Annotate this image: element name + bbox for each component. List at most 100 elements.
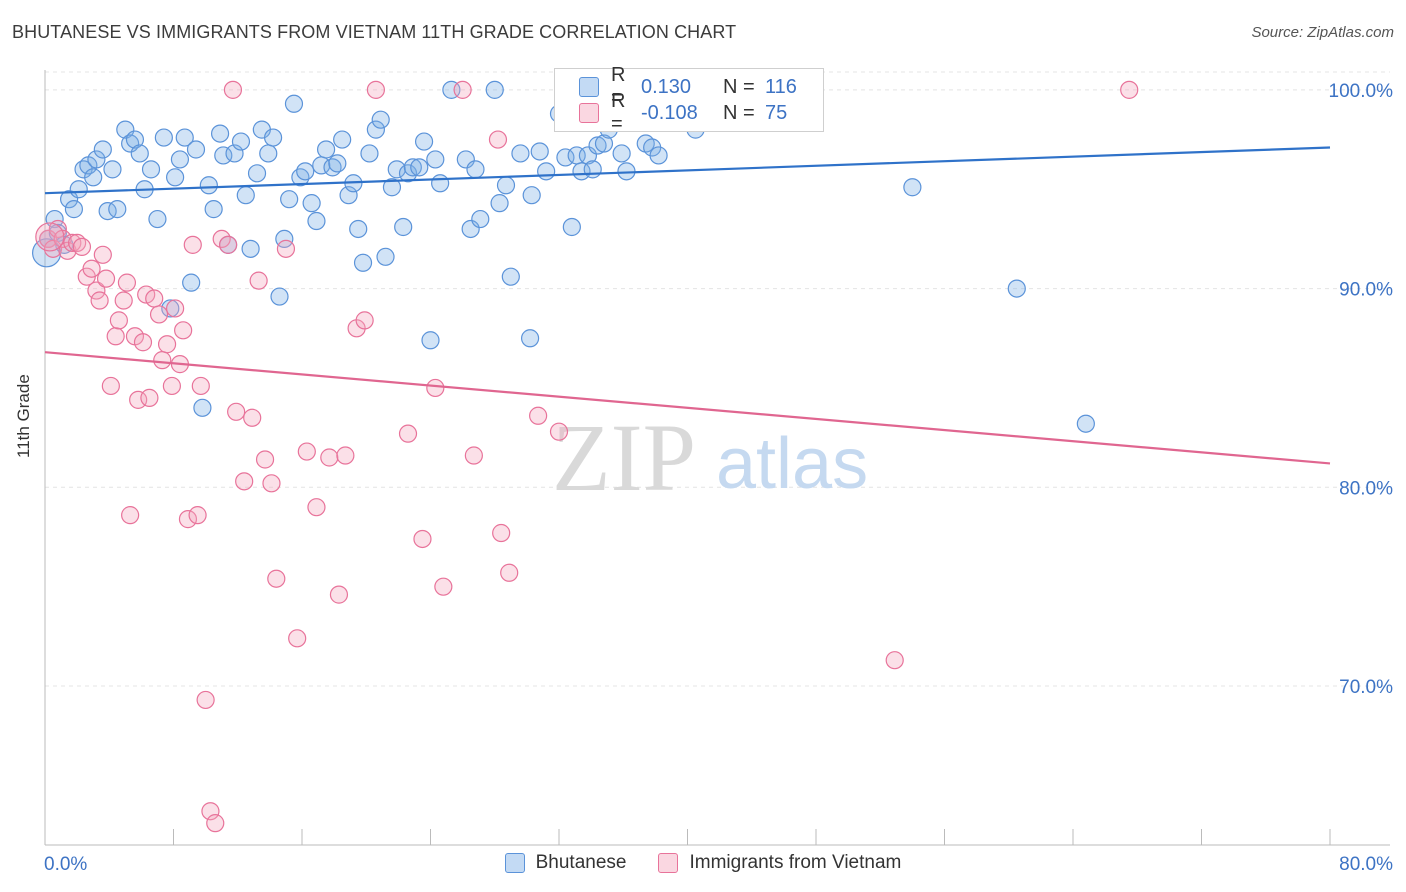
data-point-vietnam [191,376,210,396]
data-point-bhutanese [263,128,283,147]
data-point-bhutanese [166,168,185,187]
legend-r-label: R = [611,64,626,109]
data-point-vietnam [243,408,262,427]
data-point-vietnam [488,130,508,149]
data-point-bhutanese [572,162,591,181]
data-point-vietnam [262,474,281,493]
legend-n-value: 116 [765,75,797,98]
chart-source: Source: ZipAtlas.com [1251,24,1394,41]
data-point-vietnam [307,498,326,517]
y-tick-label: 90.0% [1339,280,1393,301]
data-point-vietnam [355,311,374,330]
data-point-vietnam [162,376,181,396]
data-point-vietnam [109,311,128,330]
y-axis-label-wrap: 11th Grade [14,374,34,458]
data-point-vietnam [153,351,172,370]
data-point-bhutanese [562,217,581,237]
legend-item-vietnam[interactable]: Immigrants from Vietnam [658,852,901,874]
legend-label-vietnam: Immigrants from Vietnam [689,852,902,873]
data-point-bhutanese [530,142,549,161]
data-point-bhutanese [421,331,440,350]
data-point-bhutanese [366,120,385,139]
data-point-vietnam [121,506,140,525]
watermark-atlas: atlas [716,424,868,504]
data-point-bhutanese [84,168,103,187]
data-point-bhutanese [170,150,190,169]
data-point-vietnam [276,239,296,258]
data-point-bhutanese [520,329,540,348]
data-point-bhutanese [125,130,145,149]
data-point-bhutanese [175,128,194,147]
data-point-bhutanese [199,176,218,195]
legend-n-label: N = [723,101,755,124]
data-point-vietnam [106,327,125,346]
data-point-bhutanese [161,299,180,318]
data-point-bhutanese [490,194,509,213]
data-point-vietnam [117,273,137,292]
data-point-bhutanese [398,164,418,183]
legend-item-bhutanese[interactable]: Bhutanese [504,852,626,874]
data-point-vietnam [413,529,432,549]
data-point-bhutanese [284,94,304,113]
data-point-bhutanese [108,200,127,219]
data-point-vietnam [178,510,198,529]
data-point-bhutanese [302,194,321,213]
legend-row-vietnam: R = -0.108 N = 75 [579,90,788,135]
data-point-bhutanese [353,253,373,272]
trend-line-vietnam [44,351,1331,465]
data-point-bhutanese [87,150,106,169]
data-point-bhutanese [511,144,530,163]
data-point-vietnam [174,321,193,340]
y-tick-label: 80.0% [1339,478,1393,499]
data-point-bhutanese [333,130,352,149]
data-point-bhutanese [236,186,255,205]
data-point-vietnam [114,291,133,310]
legend-r-value: 0.130 [641,75,692,98]
data-point-bhutanese [241,239,260,258]
data-point-vietnam [235,472,254,491]
data-point-vietnam [35,222,65,252]
data-point-bhutanese [371,110,390,129]
data-point-vietnam [82,259,101,278]
data-point-vietnam [297,442,316,461]
data-point-bhutanese [426,150,445,169]
data-point-bhutanese [903,178,922,197]
data-point-bhutanese [485,80,504,99]
data-point-bhutanese [583,160,602,179]
chart-title: BHUTANESE VS IMMIGRANTS FROM VIETNAM 11T… [12,22,737,42]
data-point-bhutanese [466,160,485,179]
data-point-bhutanese [296,162,315,181]
data-point-vietnam [63,233,82,252]
data-point-bhutanese [291,168,310,187]
legend-swatch-blue [579,77,599,97]
data-point-bhutanese [339,186,358,205]
data-point-vietnam [188,506,207,525]
legend-n-value: 75 [765,101,788,124]
data-point-bhutanese [259,144,278,163]
data-point-bhutanese [59,190,79,209]
data-point-vietnam [157,335,177,354]
data-point-vietnam [434,577,453,596]
data-point-vietnam [87,281,106,300]
data-point-vietnam [201,802,220,821]
data-point-vietnam [96,269,116,288]
data-point-bhutanese [594,134,614,153]
x-tick-label: 0.0% [44,854,87,875]
data-point-bhutanese [349,219,368,239]
y-axis-label: 11th Grade [14,374,33,458]
data-point-bhutanese [376,247,395,266]
data-point-vietnam [249,271,268,290]
data-point-vietnam [90,291,109,310]
data-point-bhutanese [360,144,379,163]
data-point-bhutanese [182,273,201,292]
data-point-bhutanese [1007,279,1026,298]
data-point-vietnam [48,219,67,239]
data-point-bhutanese [387,160,406,179]
data-point-bhutanese [69,180,88,199]
data-point-vietnam [426,378,445,398]
data-point-bhutanese [403,158,422,177]
data-point-bhutanese [522,186,541,205]
series-legend: Bhutanese Immigrants from Vietnam [0,852,1406,874]
data-point-vietnam [72,237,92,256]
legend-swatch-pink [579,103,599,123]
